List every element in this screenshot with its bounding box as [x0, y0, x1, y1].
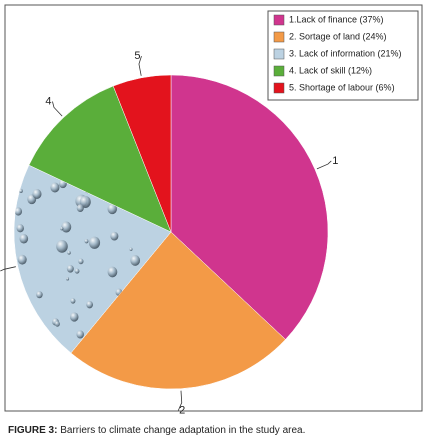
drop: [78, 258, 84, 265]
legend-swatch: [273, 82, 285, 94]
drop: [86, 300, 93, 309]
legend-box: [267, 10, 419, 101]
pie-slice: [70, 231, 286, 390]
drop: [70, 298, 76, 304]
caption: FIGURE 3: Barriers to climate change ada…: [8, 425, 305, 436]
drop: [19, 234, 29, 244]
pie-slice: [170, 74, 329, 340]
leader-line: [0, 266, 16, 272]
pie-slice: [13, 164, 172, 354]
slice-label: 2: [179, 405, 185, 417]
drop: [19, 188, 23, 194]
leader-line: [177, 390, 183, 411]
drop: [67, 250, 71, 255]
drop: [110, 231, 119, 241]
drop: [79, 195, 91, 208]
drop: [54, 321, 60, 327]
leader-line: [52, 101, 63, 117]
pie-slice: [112, 74, 172, 233]
drop: [129, 247, 133, 252]
drop: [66, 264, 74, 273]
slice-label: 1: [332, 155, 338, 167]
legend-label: 4. Lack of skill (12%): [289, 65, 372, 75]
drop: [66, 277, 70, 281]
drop: [74, 268, 80, 274]
drop: [70, 312, 79, 322]
pie-slice: [28, 85, 172, 233]
drop: [17, 254, 27, 265]
legend-label: 1.Lack of finance (37%): [289, 14, 384, 24]
legend-swatch: [273, 65, 285, 77]
legend-label: 5. Shortage of labour (6%): [289, 82, 395, 92]
leader-line: [316, 160, 332, 170]
legend-swatch: [273, 48, 285, 60]
drop: [107, 266, 118, 278]
slice-label: 5: [134, 50, 140, 62]
drop: [32, 189, 42, 200]
drop: [130, 255, 141, 266]
drop: [88, 236, 101, 249]
drop: [14, 207, 23, 216]
legend-label: 3. Lack of information (21%): [289, 48, 402, 58]
caption-label: FIGURE 3:: [8, 425, 57, 436]
drop: [50, 182, 60, 193]
drop: [16, 224, 24, 233]
legend-swatch: [273, 31, 285, 43]
slice-label: 4: [45, 95, 51, 107]
drop: [76, 330, 84, 339]
legend-swatch: [273, 14, 285, 26]
drop: [60, 226, 64, 231]
drop: [61, 221, 72, 233]
drop: [84, 239, 89, 244]
legend-label: 2. Sortage of land (24%): [289, 31, 387, 41]
drop: [56, 240, 68, 253]
drop: [36, 291, 43, 299]
drop: [107, 203, 117, 215]
leader-line: [138, 56, 142, 76]
drop: [76, 204, 84, 212]
caption-text: Barriers to climate change adaptation in…: [60, 425, 305, 436]
